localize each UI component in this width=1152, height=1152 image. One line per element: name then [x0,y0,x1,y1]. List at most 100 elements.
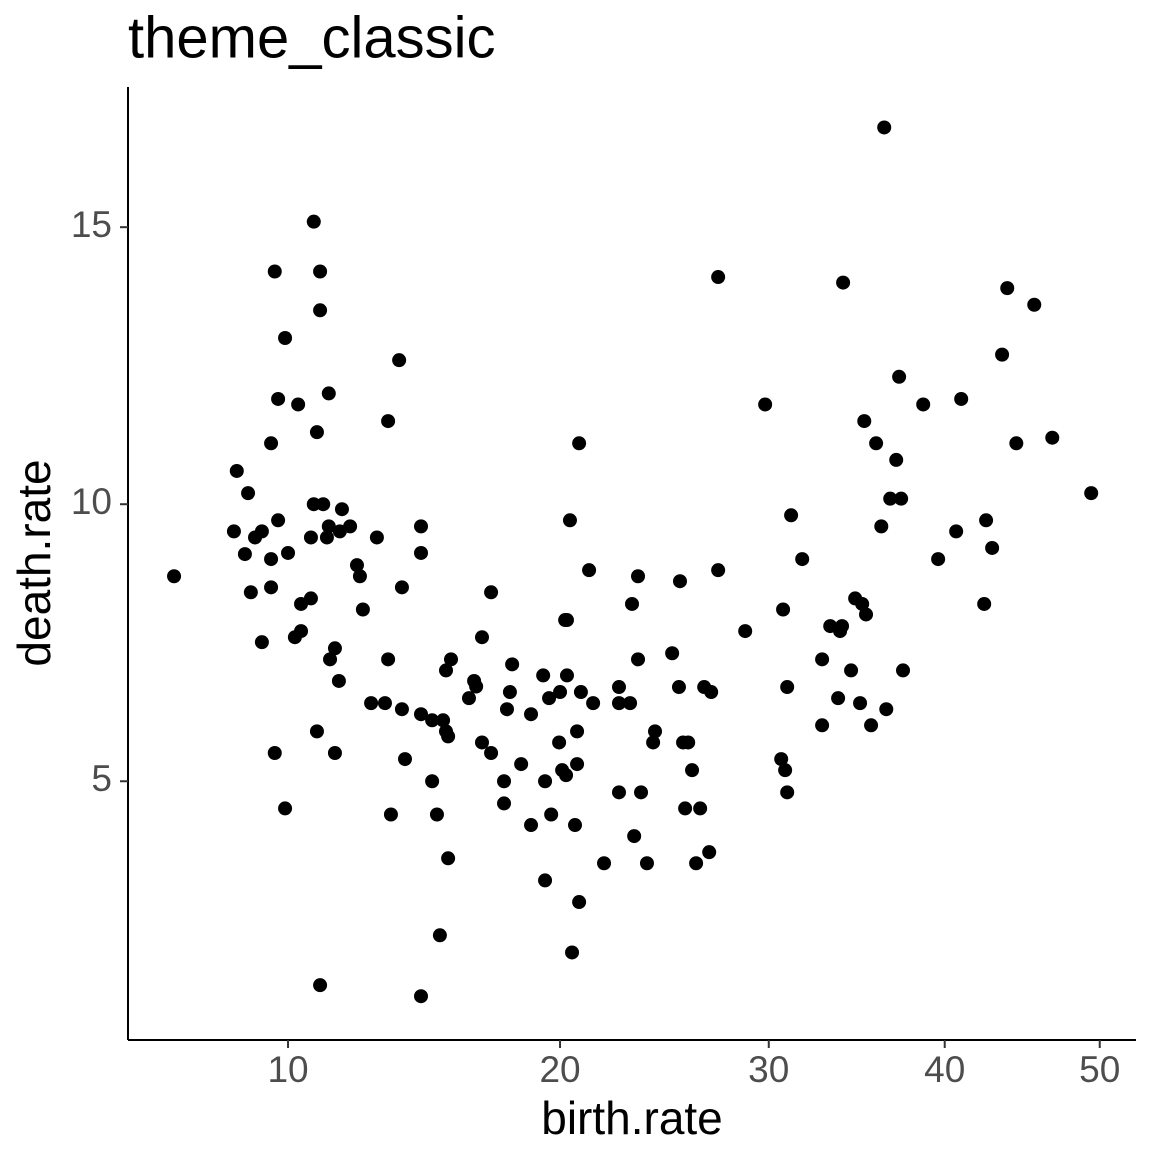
point [678,801,693,816]
point [392,353,407,368]
point [559,613,574,628]
point [369,530,384,545]
point [349,558,364,573]
point [857,414,872,429]
point [1045,430,1060,445]
point [738,624,753,639]
point [625,596,640,611]
point [985,540,1000,555]
x-tick-label: 20 [539,1049,580,1090]
point [623,696,638,711]
point [243,585,258,600]
point [323,652,338,667]
point [671,680,686,695]
point [497,796,512,811]
point [287,630,302,645]
point [398,752,413,767]
point [776,602,791,617]
point [355,602,370,617]
point [704,685,719,700]
point [689,856,704,871]
point [425,713,440,728]
point [597,856,612,871]
point [672,574,687,589]
point [505,657,520,672]
point [441,729,456,744]
point [611,696,626,711]
point [570,724,585,739]
point [281,545,296,560]
point [853,696,868,711]
point [586,696,601,711]
point [582,563,597,578]
x-tick-label: 50 [1079,1049,1120,1090]
point [474,630,489,645]
point [461,691,476,706]
point [894,491,909,506]
x-tick-label: 10 [267,1049,308,1090]
point [514,757,529,772]
point [414,519,429,534]
point [439,663,454,678]
point [1009,436,1024,451]
point [573,685,588,700]
point [229,463,244,478]
x-tick-label: 30 [748,1049,789,1090]
point [835,619,850,634]
y-tick-label: 10 [71,481,112,522]
point [931,552,946,567]
point [562,513,577,528]
point [271,391,286,406]
point [648,724,663,739]
point [441,851,456,866]
point [524,818,539,833]
point [309,724,324,739]
point [681,735,696,750]
point [815,718,830,733]
point [313,978,328,993]
point [693,801,708,816]
point [306,214,321,229]
point [639,856,654,871]
point [553,685,568,700]
point [869,436,884,451]
point [364,696,379,711]
point [995,347,1010,362]
point [892,369,907,384]
point [855,596,870,611]
point [394,580,409,595]
point [469,679,484,694]
point [611,680,626,695]
point [815,652,830,667]
point [544,807,559,822]
point [497,774,512,789]
point [524,707,539,722]
point [271,513,286,528]
point [877,120,892,135]
point [381,414,396,429]
point [774,752,789,767]
point [474,735,489,750]
point [883,491,898,506]
point [758,397,773,412]
point [303,530,318,545]
point [559,768,574,783]
point [538,873,553,888]
point [294,596,309,611]
point [979,513,994,528]
point [334,502,349,517]
point [499,702,514,717]
point [949,524,964,539]
point [702,845,717,860]
point [570,757,585,772]
point [436,713,451,728]
point [241,486,256,501]
point [859,607,874,622]
point [542,691,557,706]
point [414,707,429,722]
point [432,928,447,943]
point [572,895,587,910]
point [237,547,252,562]
x-axis-label: birth.rate [541,1092,723,1144]
